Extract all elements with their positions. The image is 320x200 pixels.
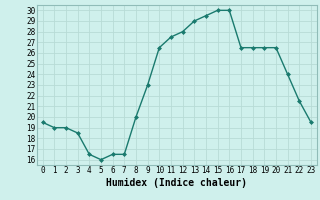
X-axis label: Humidex (Indice chaleur): Humidex (Indice chaleur) [106,178,247,188]
